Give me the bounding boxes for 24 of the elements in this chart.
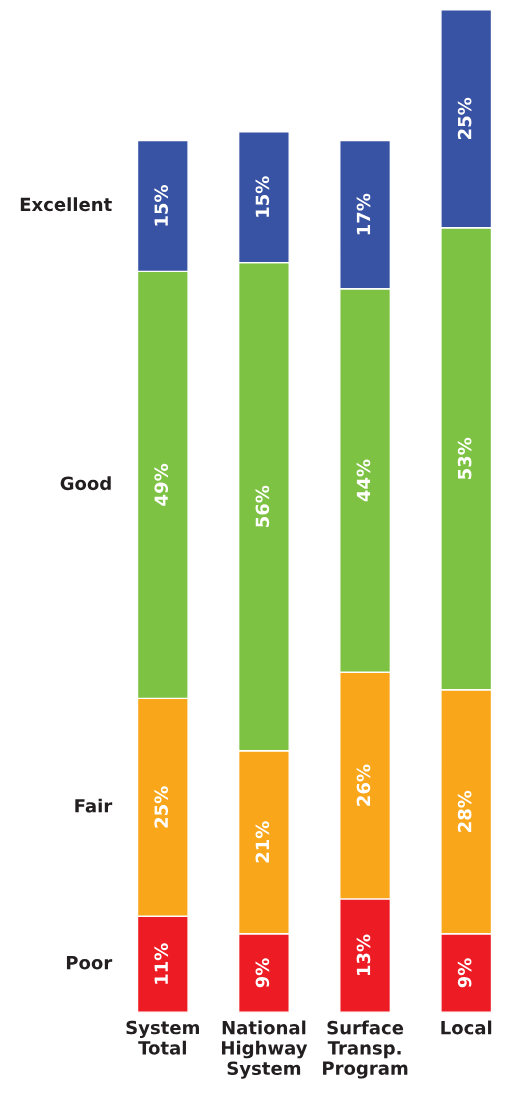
- data-label: 25%: [457, 97, 472, 140]
- data-label: 26%: [356, 764, 371, 806]
- series-label: Excellent: [20, 197, 112, 212]
- data-label: 49%: [154, 463, 169, 506]
- data-label: 28%: [457, 790, 472, 832]
- data-label: 15%: [255, 176, 270, 217]
- series-label: Fair: [75, 798, 113, 813]
- data-label: 9%: [457, 958, 472, 988]
- series-label: Good: [60, 476, 111, 491]
- data-label: 21%: [255, 821, 270, 863]
- series-label: Poor: [66, 956, 113, 970]
- x-tick-label: Surface Transp. Program: [323, 1020, 408, 1079]
- data-label: 56%: [255, 485, 270, 527]
- data-label: 13%: [356, 934, 371, 976]
- data-label: 25%: [154, 786, 169, 828]
- data-label: 44%: [356, 459, 371, 502]
- x-tick-label: System Total: [126, 1020, 199, 1055]
- x-tick-label: National Highway System: [222, 1020, 308, 1079]
- data-label: 9%: [255, 958, 270, 988]
- data-label: 11%: [154, 943, 169, 984]
- x-tick-label: Local: [441, 1020, 492, 1035]
- data-label: 15%: [154, 184, 169, 226]
- data-label: 17%: [356, 193, 371, 235]
- data-label: 53%: [457, 437, 472, 479]
